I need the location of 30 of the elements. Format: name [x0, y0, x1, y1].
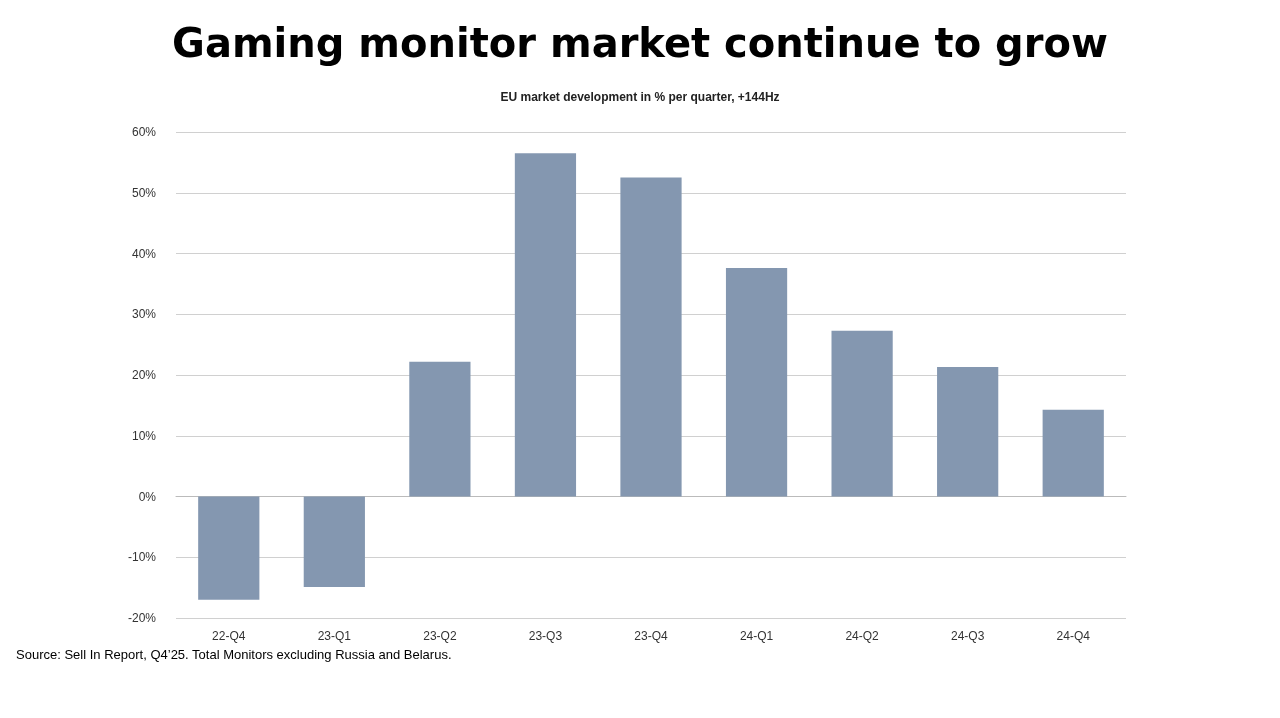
bar: [198, 496, 260, 600]
x-tick-label: 22-Q4: [212, 629, 246, 643]
y-tick-label: 60%: [131, 125, 157, 139]
x-tick-label: 23-Q4: [634, 629, 668, 643]
x-tick-label: 24-Q4: [1056, 629, 1091, 643]
bar: [303, 496, 365, 588]
bar: [831, 330, 893, 497]
source-note: Source: Sell In Report, Q4’25. Total Monitors excluding Russia and Belarus.: [16, 647, 452, 662]
y-tick-label: 50%: [131, 185, 157, 200]
y-tick-label: -10%: [127, 550, 157, 565]
bar: [725, 268, 788, 497]
y-tick-label: 20%: [131, 368, 157, 382]
bar: [620, 177, 682, 497]
x-tick-label: 24-Q1: [739, 629, 774, 643]
y-tick-label: -20%: [127, 611, 157, 625]
chart-title: Gaming monitor market continue to grow: [172, 20, 1108, 66]
x-tick-label: 24-Q2: [845, 629, 880, 643]
bar: [937, 367, 999, 497]
x-tick-label: 23-Q1: [317, 629, 352, 643]
y-tick-label: 0%: [138, 489, 157, 504]
bar: [1042, 409, 1104, 497]
y-tick-label: 30%: [131, 307, 157, 322]
x-tick-label: 23-Q3: [528, 629, 563, 643]
y-tick-label: 10%: [131, 428, 157, 443]
chart-subtitle: EU market development in % per quarter, +144Hz: [500, 90, 780, 104]
x-tick-label: 24-Q3: [950, 629, 985, 643]
y-tick-label: 40%: [131, 246, 157, 261]
x-tick-label: 23-Q2: [423, 629, 457, 643]
bar: [409, 361, 471, 497]
bar: [514, 153, 577, 497]
